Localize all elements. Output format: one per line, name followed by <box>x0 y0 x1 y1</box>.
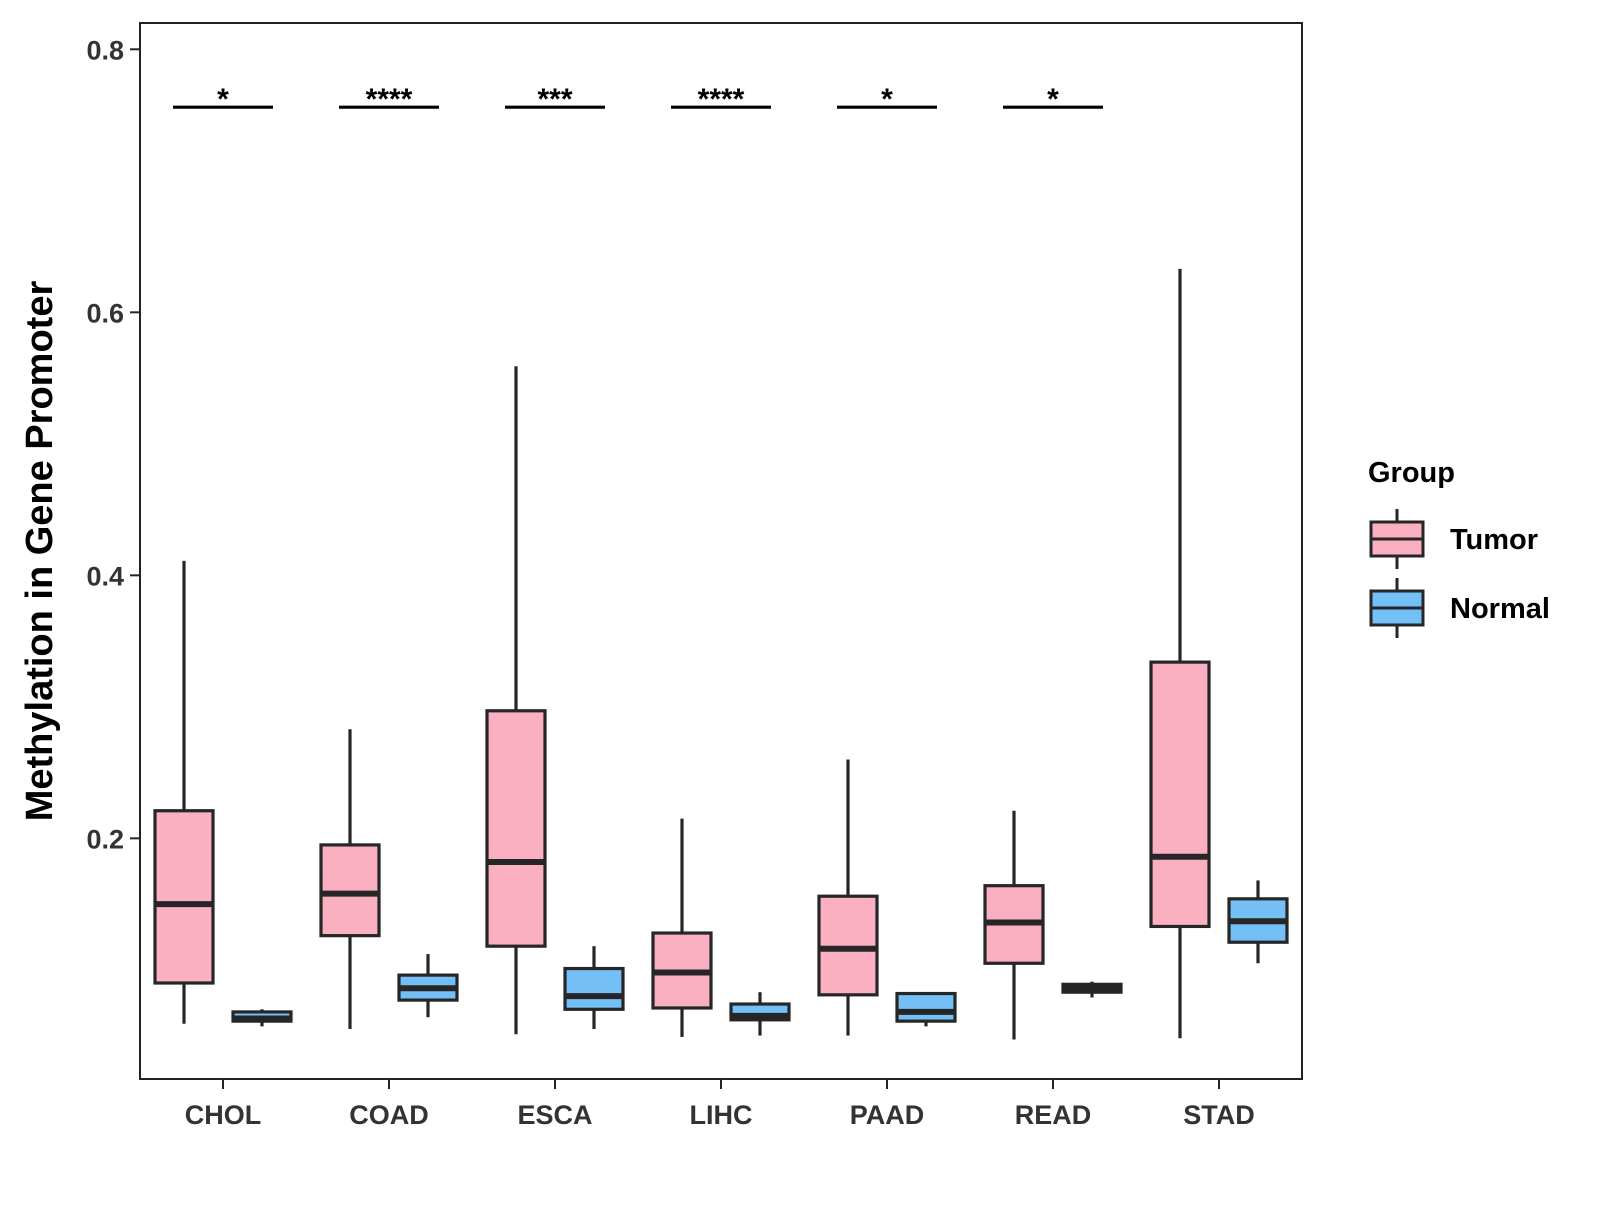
box-tumor-esca <box>485 366 547 1035</box>
y-tick-label: 0.6 <box>86 298 124 328</box>
box-normal-chol <box>231 1009 293 1027</box>
legend-entry-tumor: Tumor <box>1369 509 1538 569</box>
iqr-box <box>563 966 625 1011</box>
significance-label: * <box>1047 83 1059 116</box>
significance-label: * <box>881 83 893 116</box>
significance-label: *** <box>537 83 572 116</box>
iqr-box <box>485 709 547 948</box>
y-tick-label: 0.8 <box>86 35 124 65</box>
box-tumor-read <box>983 810 1045 1040</box>
box-normal-read <box>1061 981 1123 998</box>
legend: Group Tumor Normal <box>1368 457 1550 638</box>
legend-label: Normal <box>1450 593 1550 625</box>
box-tumor-coad <box>319 729 381 1030</box>
axes-layer: 0.2 0.4 0.6 0.8 CHOL COAD ESCA LIHC PAAD READ STAD <box>86 35 1254 1130</box>
iqr-box <box>319 843 381 938</box>
iqr-box <box>153 809 215 985</box>
significance-label: **** <box>366 83 413 116</box>
y-axis-title: Methylation in Gene Promoter <box>19 281 61 822</box>
boxes-layer <box>153 268 1289 1040</box>
box-tumor-chol <box>153 560 215 1024</box>
x-tick-label: LIHC <box>690 1100 753 1130</box>
significance-layer: * **** *** **** * * <box>173 83 1103 116</box>
x-tick-label: COAD <box>349 1100 429 1130</box>
y-tick-label: 0.2 <box>86 824 124 854</box>
x-tick-label: READ <box>1015 1100 1092 1130</box>
iqr-box <box>817 894 879 997</box>
significance-label: **** <box>698 83 745 116</box>
x-tick-label: ESCA <box>517 1100 592 1130</box>
x-tick-label: CHOL <box>185 1100 262 1130</box>
legend-entry-normal: Normal <box>1369 578 1550 638</box>
x-tick-label: PAAD <box>850 1100 925 1130</box>
legend-title: Group <box>1368 457 1455 489</box>
box-normal-paad <box>895 991 957 1027</box>
y-tick-label: 0.4 <box>86 561 124 591</box>
box-normal-esca <box>563 946 625 1030</box>
box-normal-stad <box>1227 880 1289 964</box>
box-normal-coad <box>397 954 459 1018</box>
legend-label: Tumor <box>1450 524 1538 556</box>
box-tumor-stad <box>1149 268 1211 1039</box>
x-tick-label: STAD <box>1183 1100 1255 1130</box>
iqr-box <box>1149 660 1211 929</box>
box-tumor-lihc <box>651 818 713 1037</box>
box-tumor-paad <box>817 759 879 1036</box>
iqr-box <box>895 991 957 1023</box>
significance-label: * <box>217 83 229 116</box>
box-normal-lihc <box>729 992 791 1036</box>
